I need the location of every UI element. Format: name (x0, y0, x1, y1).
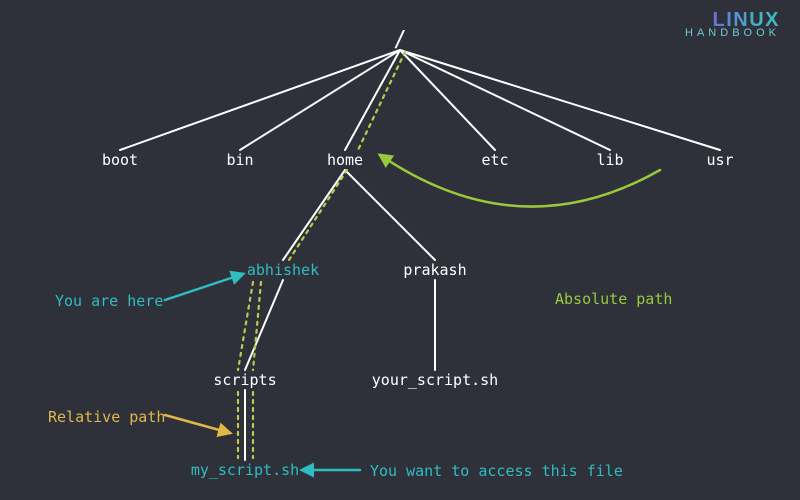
annotation-2: Relative path (48, 408, 165, 426)
node-prakash: prakash (403, 261, 466, 279)
annotation-0: You are here (55, 292, 163, 310)
node-boot: boot (102, 151, 138, 169)
node-scripts: scripts (213, 371, 276, 389)
node-yourscript: your_script.sh (372, 371, 498, 389)
node-root: / (393, 28, 406, 53)
node-home: home (327, 151, 363, 169)
annotation-3: You want to access this file (370, 462, 623, 480)
logo: LINUX HANDBOOK (685, 12, 780, 38)
annotation-1: Absolute path (555, 290, 672, 308)
logo-bottom: HANDBOOK (685, 29, 780, 38)
node-usr: usr (706, 151, 733, 169)
node-etc: etc (481, 151, 508, 169)
node-lib: lib (596, 151, 623, 169)
node-bin: bin (226, 151, 253, 169)
node-abhishek: abhishek (247, 261, 319, 279)
node-myscript: my_script.sh (191, 461, 299, 479)
